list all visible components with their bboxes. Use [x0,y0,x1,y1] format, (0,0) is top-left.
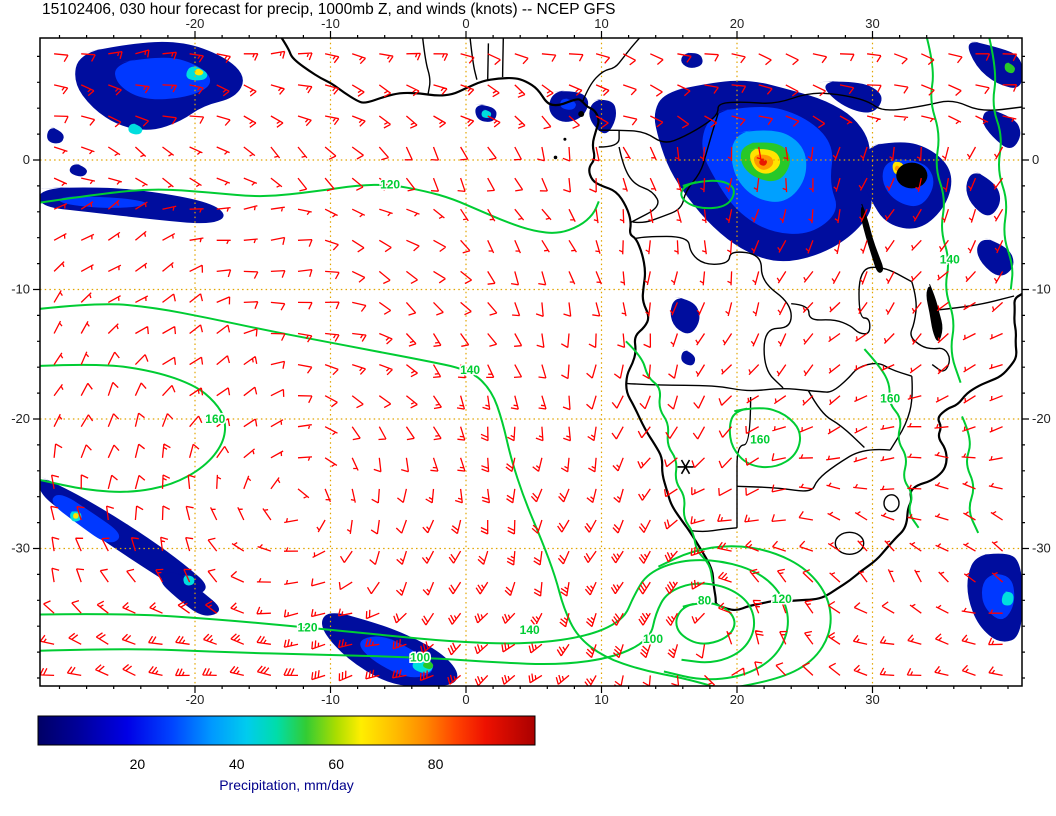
y-axis-tick-label: -20 [1032,411,1051,426]
colorbar-tick-labels: 20 40 60 80 [130,756,444,772]
colorbar-tick-label: 60 [328,756,344,772]
x-axis-tick-label: 10 [594,692,608,707]
colorbar-title: Precipitation, mm/day [219,777,354,793]
height-contour-layer [40,38,1014,686]
x-axis-tick-label: 20 [730,16,744,31]
map-frame [39,37,1023,687]
lat-lon-grid [40,38,1022,686]
x-axis-tick-label: 30 [865,16,879,31]
axis-ticks [33,31,1029,693]
x-axis-tick-label: -10 [321,692,340,707]
y-axis-tick-label: -30 [1032,541,1051,556]
contour-label: 140 [940,253,960,267]
coastline-layer [280,38,1022,612]
y-axis-tick-label: -10 [11,282,30,297]
contour-label: 100 [643,632,663,646]
precip-shading [40,39,1022,686]
contour-label: 160 [750,433,770,447]
contour-label: 140 [520,623,540,637]
colorbar: 20 40 60 80 Precipitation, mm/day [37,715,536,793]
x-axis-tick-label: 30 [865,692,879,707]
x-axis-tick-label: 10 [594,16,608,31]
x-axis-tick-label: -20 [186,16,205,31]
x-axis-tick-label: 20 [730,692,744,707]
y-axis-tick-label: 0 [23,152,30,167]
colorbar-tick-label: 40 [229,756,245,772]
contour-label: 140 [460,363,480,377]
contour-label: 160 [880,391,900,405]
y-axis-tick-label: -30 [11,541,30,556]
contour-label: 100 [410,650,430,664]
y-axis-tick-label: -20 [11,411,30,426]
colorbar-gradient [37,715,536,746]
x-axis-tick-label: -20 [186,692,205,707]
wind-barb-layer [40,49,1018,686]
x-axis-tick-label: -10 [321,16,340,31]
y-axis-tick-label: 0 [1032,152,1039,167]
colorbar-tick-label: 80 [428,756,444,772]
contour-label: 80 [698,593,712,607]
contour-label: 120 [297,621,317,635]
x-axis-tick-label: 0 [462,692,469,707]
contour-label: 120 [772,592,792,606]
contour-label: 120 [380,178,400,192]
contour-label: 160 [205,412,225,426]
y-axis-tick-label: -10 [1032,282,1051,297]
station-marker [677,459,694,475]
contour-labels: 120 140 160 160 160 140 80 100 120 120 140 100 [204,176,962,666]
colorbar-tick-label: 20 [130,756,146,772]
plot-title: 15102406, 030 hour forecast for precip, … [42,1,616,18]
axis-tick-labels: -20 -20 -10 -10 0 0 10 10 20 20 30 30 0 0 -10 -10 -20 -20… [11,16,1051,707]
x-axis-tick-label: 0 [462,16,469,31]
